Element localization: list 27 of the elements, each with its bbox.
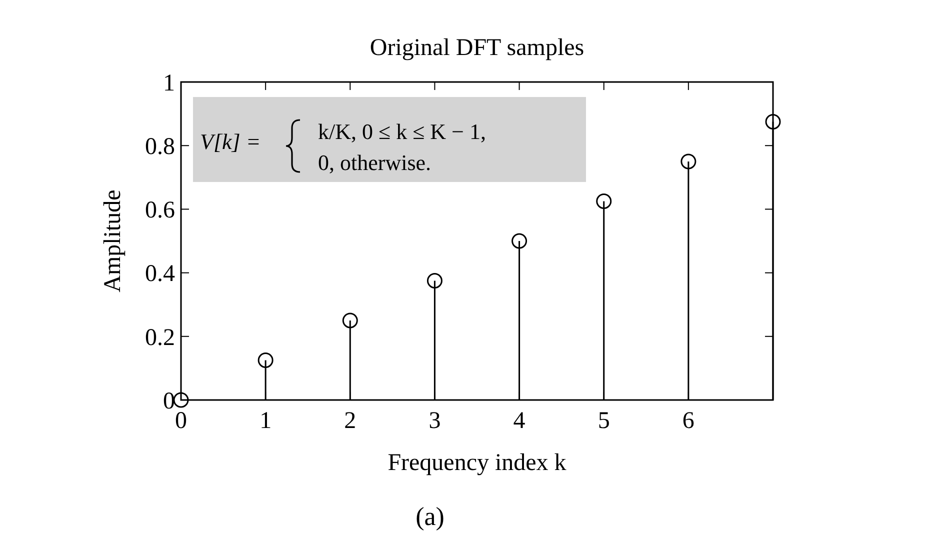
x-tick-label: 4 [513, 408, 526, 434]
point [258, 352, 274, 368]
y-tick-label: 0.4 [145, 261, 175, 288]
annotation: V[k] = [200, 129, 261, 154]
x-tick-label: 6 [682, 408, 694, 434]
y-tick-label: 0.6 [145, 198, 175, 224]
y-tick-label: 0.8 [145, 134, 175, 160]
point [426, 273, 442, 288]
y-tick-label: 0.2 [145, 324, 175, 351]
x-tick-label: 1 [260, 408, 272, 434]
y-axis-title: Amplitude [100, 190, 126, 292]
annotation: k/K, 0 ≤ k ≤ K − 1, [318, 119, 486, 144]
text: (a) [416, 502, 444, 531]
x-tick-label: 5 [598, 408, 610, 434]
y-tick-label: 1 [163, 70, 175, 96]
point [680, 154, 696, 170]
point [512, 233, 528, 249]
x-tick-label: 3 [428, 408, 441, 434]
annotation: 0, otherwise. [318, 150, 432, 175]
x-tick-label: 2 [344, 408, 356, 434]
chart-title: Original DFT samples [370, 35, 584, 61]
point [342, 312, 358, 328]
x-axis-title: Frequency index k [388, 450, 566, 476]
point [765, 114, 781, 130]
point [173, 392, 189, 408]
point [596, 194, 612, 209]
y-tick-label: 0 [163, 388, 175, 414]
